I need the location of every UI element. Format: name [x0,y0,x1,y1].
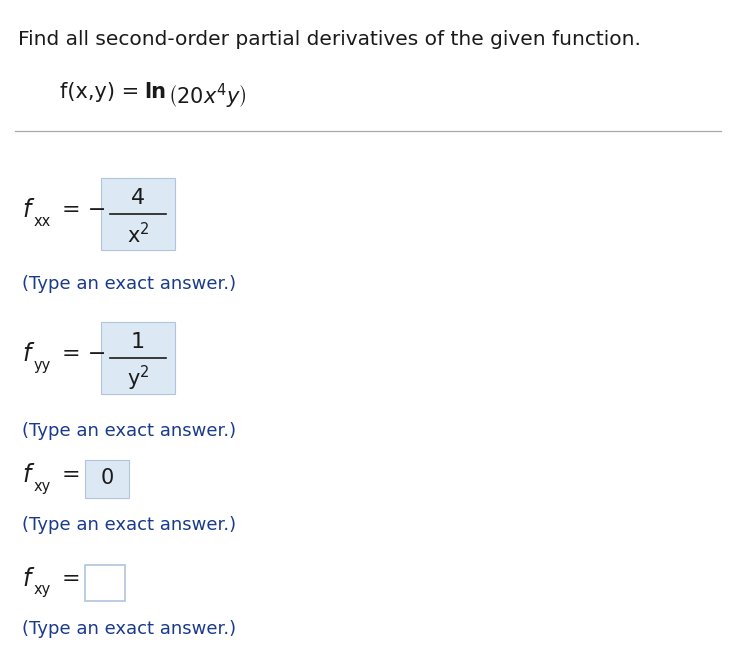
Text: f: f [22,342,30,366]
FancyBboxPatch shape [85,460,129,498]
Text: yy: yy [34,358,52,373]
Text: Find all second-order partial derivatives of the given function.: Find all second-order partial derivative… [18,30,641,49]
Text: f: f [22,198,30,222]
Text: 0: 0 [100,468,113,488]
Text: (Type an exact answer.): (Type an exact answer.) [22,275,236,293]
Text: (Type an exact answer.): (Type an exact answer.) [22,516,236,534]
Text: y$^2$: y$^2$ [127,364,149,393]
Text: =: = [62,569,81,589]
Text: (Type an exact answer.): (Type an exact answer.) [22,620,236,638]
Text: = −: = − [62,200,107,220]
FancyBboxPatch shape [101,178,175,251]
Text: 4: 4 [131,188,145,208]
Text: $\left(20x^4y\right)$: $\left(20x^4y\right)$ [168,82,247,111]
Text: x$^2$: x$^2$ [127,222,149,247]
Text: = −: = − [62,344,107,364]
Text: (Type an exact answer.): (Type an exact answer.) [22,422,236,440]
Text: f: f [22,463,30,487]
Text: f: f [22,567,30,591]
Text: 1: 1 [131,332,145,352]
Text: xy: xy [34,582,52,598]
FancyBboxPatch shape [85,565,125,601]
Text: ln: ln [144,82,166,102]
Text: =: = [62,465,81,485]
FancyBboxPatch shape [101,322,175,395]
Text: f(x,y) =: f(x,y) = [60,82,146,102]
Text: xy: xy [34,478,52,494]
Text: xx: xx [34,214,52,229]
